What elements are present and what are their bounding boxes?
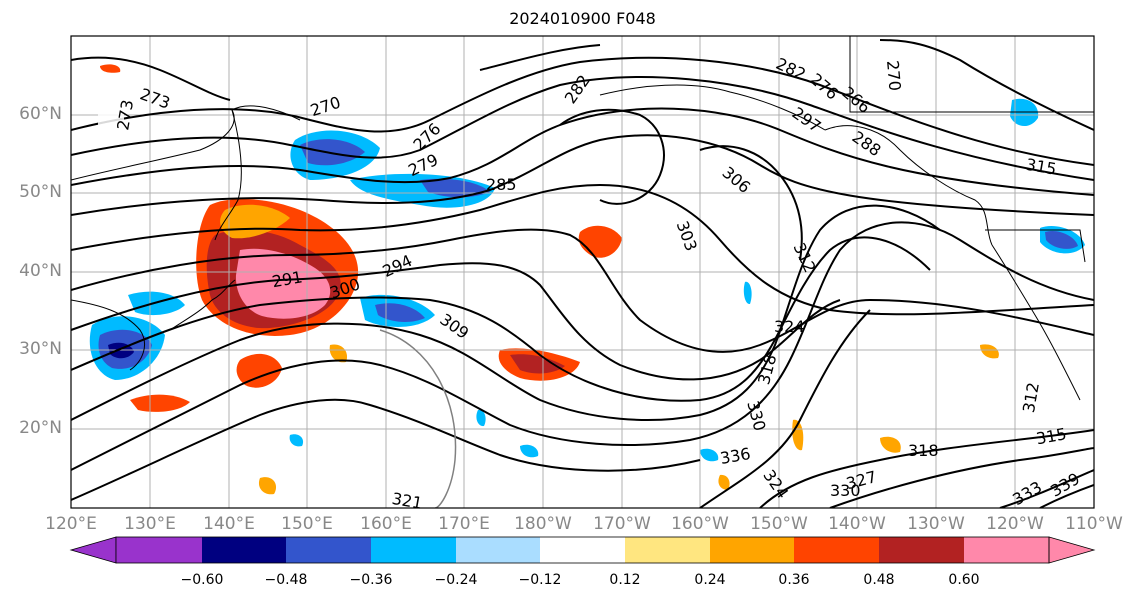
anomaly-shading xyxy=(89,64,1085,495)
lat-label: 60°N xyxy=(19,104,62,124)
lat-label: 20°N xyxy=(19,418,62,438)
colorbar-extend-min xyxy=(69,536,117,564)
tc-range-ring xyxy=(379,329,457,508)
lon-label: 110°W xyxy=(1065,514,1123,534)
colorbar-segment xyxy=(540,537,625,563)
colorbar-tick: 0.48 xyxy=(863,572,895,588)
colorbar-segment xyxy=(625,537,710,563)
map-title: 2024010900 F048 xyxy=(509,9,656,28)
lon-label: 170°W xyxy=(593,514,651,534)
contour-label: 321 xyxy=(390,489,423,513)
lat-label: 40°N xyxy=(19,261,62,281)
lon-label: 130°E xyxy=(124,514,176,534)
lon-label: 180°W xyxy=(514,514,572,534)
colorbar-segment xyxy=(794,537,879,563)
lat-label: 30°N xyxy=(19,339,62,359)
lon-label: 150°W xyxy=(750,514,808,534)
lon-label: 160°E xyxy=(360,514,412,534)
colorbar-tick: 0.36 xyxy=(778,572,810,588)
lon-label: 120°W xyxy=(986,514,1044,534)
colorbar-tick: −0.36 xyxy=(349,572,393,588)
colorbar-segment xyxy=(202,537,286,563)
colorbar-tick: 0.60 xyxy=(948,572,980,588)
colorbar-segment xyxy=(116,537,202,563)
colorbar-segment xyxy=(964,537,1049,563)
contour-label: 285 xyxy=(486,175,517,194)
colorbar-segment xyxy=(710,537,794,563)
height-contours xyxy=(71,39,1094,508)
lon-label: 140°W xyxy=(828,514,886,534)
colorbar-tick: −0.24 xyxy=(434,572,478,588)
colorbar-tick: −0.60 xyxy=(180,572,224,588)
colorbar-segment xyxy=(456,537,540,563)
contour-label: 324 xyxy=(774,317,805,336)
lat-label: 50°N xyxy=(19,182,62,202)
contour-label: 318 xyxy=(908,441,939,460)
lon-label: 170°E xyxy=(438,514,490,534)
lon-label: 120°E xyxy=(45,514,97,534)
contour-label: 330 xyxy=(830,481,861,500)
colorbar-tick: 0.12 xyxy=(609,572,641,588)
contour-label: 270 xyxy=(883,60,905,92)
lon-label: 140°E xyxy=(203,514,255,534)
colorbar-segment xyxy=(286,537,371,563)
colorbar xyxy=(69,536,1096,564)
colorbar-segment xyxy=(879,537,964,563)
colorbar-extend-max xyxy=(1048,536,1096,564)
lon-label: 160°W xyxy=(671,514,729,534)
lon-label: 130°W xyxy=(907,514,965,534)
colorbar-segment xyxy=(371,537,456,563)
colorbar-tick: −0.12 xyxy=(518,572,562,588)
colorbar-tick: −0.48 xyxy=(264,572,308,588)
plot-frame xyxy=(70,35,1095,509)
colorbar-tick: 0.24 xyxy=(694,572,726,588)
lon-label: 150°E xyxy=(281,514,333,534)
